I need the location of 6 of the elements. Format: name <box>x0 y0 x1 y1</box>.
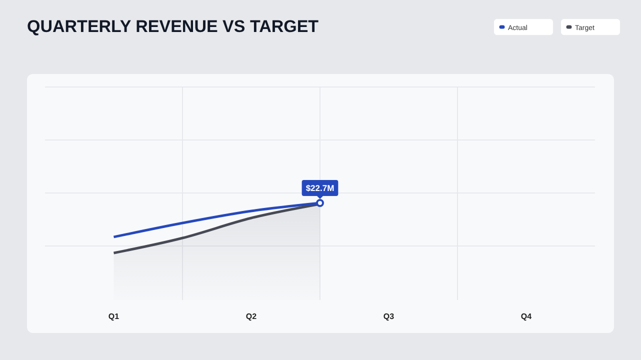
x-tick-label: Q2 <box>246 312 258 321</box>
chart-title: QUARTERLY REVENUE VS TARGET <box>27 17 320 36</box>
callout: $22.7M <box>302 180 338 207</box>
x-tick-label: Q3 <box>383 312 395 321</box>
x-tick-label: Q4 <box>520 312 532 321</box>
x-tick-label: Q1 <box>108 312 120 321</box>
